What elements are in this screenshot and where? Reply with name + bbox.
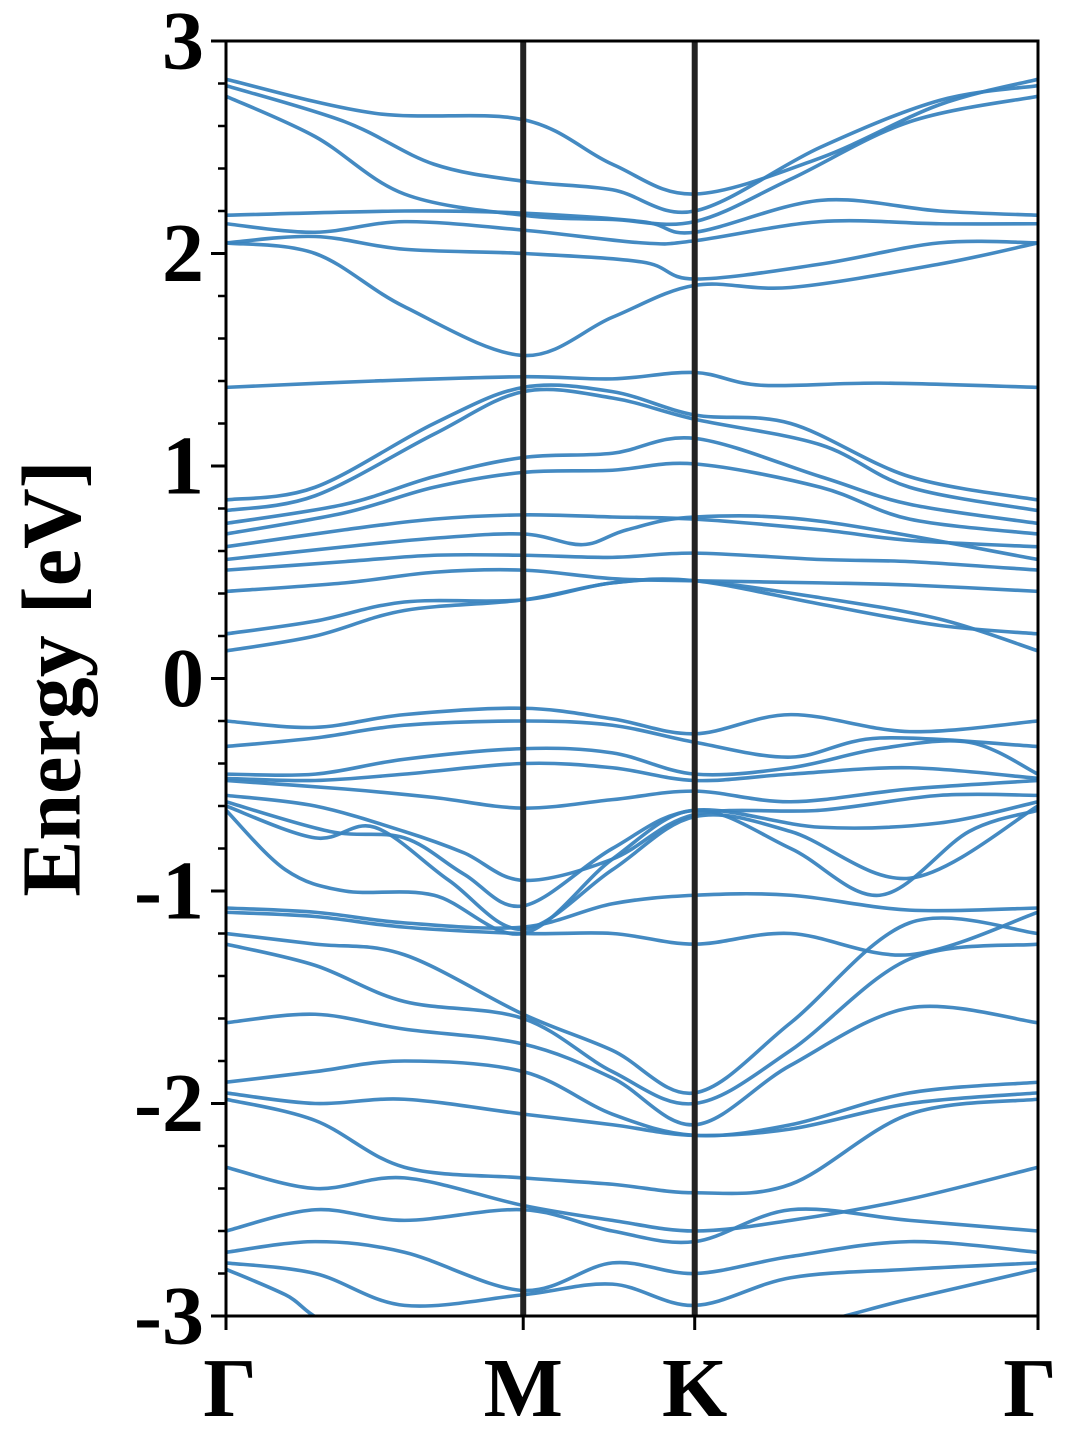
x-tick-label: Γ bbox=[1003, 1342, 1056, 1435]
band-line-8 bbox=[226, 370, 1038, 390]
band-line-6 bbox=[226, 234, 1038, 281]
y-tick-label: 3 bbox=[162, 0, 204, 88]
band-line-12 bbox=[226, 461, 1038, 536]
band-line-30 bbox=[226, 916, 1038, 1096]
band-line-28 bbox=[226, 891, 1038, 930]
y-tick-label: -3 bbox=[134, 1270, 204, 1363]
band-line-34 bbox=[226, 1091, 1038, 1138]
band-line-36 bbox=[226, 1165, 1038, 1233]
band-line-10 bbox=[226, 387, 1038, 513]
band-line-4 bbox=[226, 197, 1038, 235]
band-line-31 bbox=[226, 942, 1038, 1106]
y-axis-title: Energy [eV] bbox=[6, 460, 99, 896]
band-line-2 bbox=[226, 83, 1038, 215]
band-line-15 bbox=[226, 551, 1038, 572]
band-line-16 bbox=[226, 567, 1038, 594]
y-tick-label: -2 bbox=[134, 1057, 204, 1150]
band-line-20 bbox=[226, 719, 1038, 759]
band-line-7 bbox=[226, 241, 1038, 358]
band-line-32 bbox=[226, 1004, 1038, 1127]
band-line-40 bbox=[226, 1267, 1038, 1316]
band-line-39 bbox=[226, 1261, 1038, 1308]
y-tick-label: -1 bbox=[134, 845, 204, 938]
band-line-13 bbox=[226, 513, 1038, 549]
band-line-18 bbox=[226, 577, 1038, 653]
band-line-11 bbox=[226, 435, 1038, 526]
bands-layer bbox=[226, 77, 1038, 1316]
x-tick-label: M bbox=[484, 1342, 563, 1435]
y-axis-ticks: 3 2 1 0 -1 -2 -3 bbox=[134, 0, 226, 1363]
x-tick-label: K bbox=[662, 1342, 727, 1435]
band-line-27 bbox=[226, 808, 1038, 936]
y-tick-label: 0 bbox=[162, 632, 204, 725]
band-line-38 bbox=[226, 1239, 1038, 1293]
band-line-5 bbox=[226, 218, 1038, 246]
band-line-22 bbox=[226, 761, 1038, 783]
band-line-29 bbox=[226, 910, 1038, 957]
plot-frame bbox=[224, 39, 1040, 1318]
band-line-19 bbox=[226, 706, 1038, 736]
y-tick-label: 2 bbox=[162, 207, 204, 300]
band-line-14 bbox=[226, 514, 1038, 562]
y-tick-label: 1 bbox=[162, 420, 204, 513]
band-line-24 bbox=[226, 792, 1038, 883]
band-line-33 bbox=[226, 1059, 1038, 1138]
band-line-9 bbox=[226, 383, 1038, 502]
band-line-26 bbox=[226, 804, 1038, 932]
band-line-1 bbox=[226, 77, 1038, 196]
band-line-35 bbox=[226, 1097, 1038, 1196]
band-line-37 bbox=[226, 1207, 1038, 1245]
high-symmetry-dividers bbox=[520, 41, 698, 1316]
band-line-23 bbox=[226, 778, 1038, 810]
band-line-21 bbox=[226, 739, 1038, 778]
band-line-25 bbox=[226, 799, 1038, 909]
x-tick-label: Γ bbox=[203, 1342, 256, 1435]
